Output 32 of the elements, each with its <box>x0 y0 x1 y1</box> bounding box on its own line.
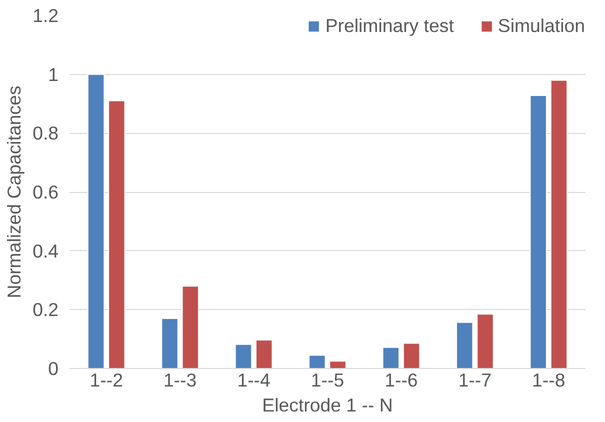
x-tick-label: 1--2 <box>90 370 123 390</box>
x-tick-label: 1--7 <box>458 370 492 390</box>
bar <box>182 286 199 368</box>
bar <box>87 74 105 368</box>
bar <box>255 339 273 368</box>
bar <box>234 344 252 368</box>
legend-label: Preliminary test <box>325 15 454 37</box>
bar <box>108 100 126 368</box>
x-axis-title: Electrode 1 -- N <box>262 394 393 416</box>
x-tick-label: 1--8 <box>532 370 566 390</box>
bar <box>329 360 346 368</box>
x-tick-label: 1--4 <box>237 370 270 390</box>
y-tick-label: 0.2 <box>32 299 59 320</box>
x-tick-label: 1--5 <box>310 370 344 390</box>
y-tick-label: 0 <box>48 358 59 379</box>
bar <box>382 346 400 368</box>
bar <box>476 314 494 368</box>
y-tick-label: 0.6 <box>32 182 59 202</box>
bar <box>530 95 547 368</box>
y-axis-title: Normalized Capacitances <box>4 86 25 298</box>
bar <box>456 322 474 368</box>
y-tick-label: 1.2 <box>32 5 59 26</box>
y-tick-label: 0.8 <box>32 122 59 144</box>
x-tick-label: 1--6 <box>384 370 418 390</box>
bar <box>550 80 568 368</box>
bar <box>308 354 326 368</box>
legend-label: Simulation <box>498 15 585 37</box>
bar <box>161 318 178 368</box>
y-tick-label: 1 <box>48 64 59 85</box>
y-tick-label: 0.4 <box>32 240 59 262</box>
bar <box>402 342 420 368</box>
x-tick-label: 1--3 <box>163 370 197 390</box>
